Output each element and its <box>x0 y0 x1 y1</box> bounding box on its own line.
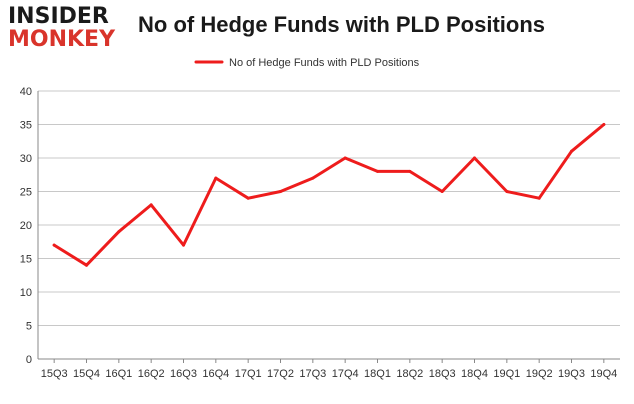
data-point-16Q2 <box>149 203 153 207</box>
insider-monkey-logo: INSIDER MONKEY <box>8 4 120 52</box>
x-tick-label-17Q4: 17Q4 <box>332 368 359 380</box>
x-tick-label-16Q3: 16Q3 <box>170 368 197 380</box>
y-tick-label-5: 5 <box>26 321 32 333</box>
x-tick-label-16Q1: 16Q1 <box>105 368 132 380</box>
y-tick-label-35: 35 <box>20 120 32 132</box>
data-point-17Q1 <box>246 196 250 200</box>
logo-text-top: INSIDER <box>8 4 109 29</box>
y-tick-label-20: 20 <box>20 220 32 232</box>
data-point-19Q3 <box>570 149 573 153</box>
x-tick-label-19Q1: 19Q1 <box>493 368 520 380</box>
x-tick-label-15Q3: 15Q3 <box>41 368 68 380</box>
x-tick-label-19Q2: 19Q2 <box>526 368 553 380</box>
y-tick-label-10: 10 <box>20 287 32 299</box>
data-point-19Q2 <box>537 196 541 200</box>
data-point-18Q2 <box>408 169 412 173</box>
data-point-16Q4 <box>214 176 218 180</box>
x-tick-label-18Q1: 18Q1 <box>364 368 391 380</box>
x-tick-label-17Q2: 17Q2 <box>267 368 294 380</box>
y-tick-label-25: 25 <box>20 187 32 199</box>
x-tick-label-18Q2: 18Q2 <box>396 368 423 380</box>
data-point-15Q3 <box>52 243 56 247</box>
chart-title: No of Hedge Funds with PLD Positions <box>138 12 545 37</box>
data-point-19Q1 <box>505 190 509 193</box>
legend-label: No of Hedge Funds with PLD Positions <box>229 57 420 69</box>
data-point-16Q1 <box>117 230 121 234</box>
y-tick-label-0: 0 <box>26 354 32 366</box>
x-tick-label-19Q4: 19Q4 <box>590 368 617 380</box>
data-point-19Q4 <box>602 123 606 126</box>
x-tick-label-17Q1: 17Q1 <box>235 368 262 380</box>
x-tick-label-19Q3: 19Q3 <box>558 368 585 380</box>
data-point-18Q1 <box>376 169 379 173</box>
x-tick-label-16Q2: 16Q2 <box>138 368 165 380</box>
data-point-16Q3 <box>182 243 185 247</box>
x-tick-label-18Q3: 18Q3 <box>429 368 456 380</box>
series-line-0 <box>52 123 606 267</box>
x-tick-label-18Q4: 18Q4 <box>461 368 488 380</box>
data-point-18Q3 <box>440 190 444 193</box>
data-point-17Q3 <box>311 176 315 180</box>
y-tick-label-30: 30 <box>20 153 32 165</box>
x-tick-label-16Q4: 16Q4 <box>202 368 229 380</box>
logo-text-bottom: MONKEY <box>8 27 116 52</box>
data-point-15Q4 <box>85 263 88 267</box>
data-point-18Q4 <box>473 156 476 160</box>
y-tick-label-40: 40 <box>20 86 32 98</box>
x-tick-label-15Q4: 15Q4 <box>73 368 100 380</box>
data-point-17Q2 <box>279 190 282 193</box>
y-tick-label-15: 15 <box>20 254 32 266</box>
data-point-17Q4 <box>343 156 347 160</box>
x-tick-label-17Q3: 17Q3 <box>299 368 326 380</box>
